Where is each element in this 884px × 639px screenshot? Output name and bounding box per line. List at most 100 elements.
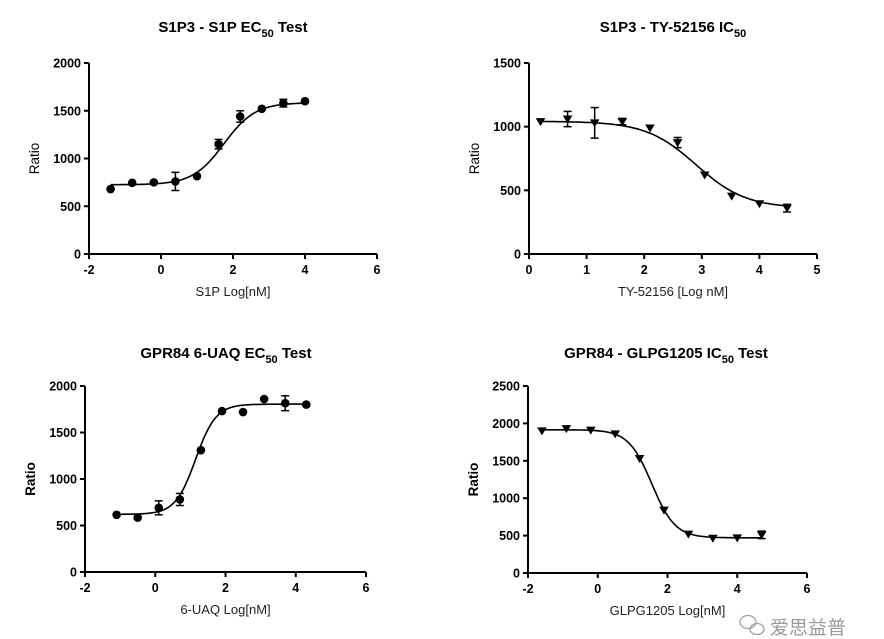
y-tick-label: 1000 — [49, 473, 77, 487]
data-point — [699, 171, 710, 180]
x-tick-label: 3 — [698, 263, 705, 277]
y-tick-label: 2000 — [53, 57, 81, 71]
y-tick-label: 0 — [513, 567, 520, 581]
data-point — [133, 513, 142, 522]
watermark-text: 爱思益普 — [770, 617, 846, 639]
y-tick-label: 0 — [70, 566, 77, 580]
y-tick-label: 2500 — [492, 380, 520, 394]
x-axis-label: TY-52156 [Log nM] — [618, 284, 728, 299]
chart-title: S1P3 - TY-52156 IC50 — [600, 19, 747, 40]
data-point — [537, 427, 547, 436]
x-tick-label: -2 — [522, 582, 533, 596]
y-tick-label: 2000 — [49, 380, 77, 394]
x-tick-label: 0 — [158, 263, 165, 277]
title-text: GPR84 6-UAQ EC — [140, 345, 265, 362]
data-point — [561, 425, 572, 434]
data-point — [171, 177, 180, 186]
data-point — [154, 503, 164, 513]
title-subscript: 50 — [261, 28, 273, 40]
x-tick-label: 2 — [230, 263, 237, 277]
y-tick-label: 500 — [499, 529, 520, 543]
data-point — [279, 98, 288, 108]
y-tick-label: 1500 — [493, 57, 521, 71]
data-point — [782, 204, 792, 213]
y-tick-label: 1000 — [492, 492, 520, 506]
x-tick-label: 5 — [814, 263, 821, 277]
x-axis-label: GLPG1205 Log[nM] — [610, 603, 726, 618]
fit-curve — [540, 120, 788, 207]
x-tick-label: 6 — [363, 581, 370, 595]
title-suffix: Test — [274, 19, 308, 36]
title-suffix: Test — [278, 345, 312, 362]
data-point — [562, 115, 573, 124]
data-point — [300, 96, 310, 106]
y-tick-label: 0 — [74, 248, 81, 262]
x-tick-label: 4 — [302, 263, 309, 277]
data-point — [259, 394, 269, 404]
data-point — [214, 139, 223, 149]
title-text: GPR84 - GLPG1205 IC — [564, 345, 722, 362]
x-tick-label: -2 — [79, 581, 90, 595]
x-tick-label: 0 — [152, 581, 159, 595]
x-tick-label: 4 — [292, 581, 299, 595]
chart-panel-3: GPR84 6-UAQ EC50 Test-2 0 2 4 60500100015002… — [23, 345, 370, 617]
chart-panel-1: S1P3 - S1P EC50 Test-2 0 2 4 605001000150020… — [27, 19, 381, 299]
y-axis-label: Ratio — [27, 143, 42, 175]
x-tick-label: -2 — [83, 263, 94, 277]
wechat-icon — [739, 614, 765, 636]
data-point — [659, 506, 669, 515]
y-axis-label: Ratio — [23, 462, 38, 496]
watermark: 爱思益普 — [739, 614, 846, 639]
x-tick-label: 4 — [734, 582, 741, 596]
data-point — [257, 104, 267, 114]
x-tick-label: 2 — [222, 581, 229, 595]
fit-curve — [110, 102, 305, 186]
y-tick-label: 1000 — [493, 120, 521, 134]
data-point — [175, 495, 185, 504]
data-point — [610, 430, 620, 439]
data-point — [301, 400, 311, 409]
title-suffix: Test — [734, 345, 768, 362]
x-axis-label: 6-UAQ Log[nM] — [180, 602, 270, 617]
data-point — [235, 112, 245, 121]
data-point — [672, 139, 683, 148]
y-tick-label: 1500 — [53, 104, 81, 118]
data-point — [708, 534, 718, 543]
fit-curve — [542, 429, 762, 539]
y-tick-label: 2000 — [492, 417, 520, 431]
chart-title: S1P3 - S1P EC50 Test — [158, 19, 307, 40]
chart-panel-4: GPR84 - GLPG1205 IC50 Test-2 0 2 4 605001000… — [466, 345, 811, 618]
x-tick-label: 0 — [594, 582, 601, 596]
data-point — [754, 200, 765, 209]
data-point — [280, 398, 290, 408]
chart-title: GPR84 6-UAQ EC50 Test — [140, 345, 311, 366]
data-point — [732, 534, 743, 543]
data-point — [196, 445, 206, 455]
data-point — [726, 192, 737, 201]
data-point — [149, 178, 159, 187]
x-axis-label: S1P Log[nM] — [196, 284, 271, 299]
data-point — [238, 407, 248, 417]
x-tick-label: 0 — [526, 263, 533, 277]
data-point — [106, 184, 115, 194]
y-tick-label: 1500 — [49, 426, 77, 440]
data-point — [617, 118, 628, 127]
title-subscript: 50 — [265, 354, 277, 366]
data-point — [217, 406, 227, 416]
y-axis-label: Ratio — [467, 143, 482, 175]
data-point — [683, 530, 694, 539]
fit-curve — [116, 403, 307, 516]
chart-title: GPR84 - GLPG1205 IC50 Test — [564, 345, 768, 366]
y-tick-label: 500 — [60, 200, 81, 214]
data-point — [535, 118, 546, 127]
data-point — [112, 510, 121, 520]
x-tick-label: 2 — [664, 582, 671, 596]
y-tick-label: 500 — [56, 519, 77, 533]
y-axis-label: Ratio — [466, 463, 481, 497]
data-point — [127, 178, 137, 188]
title-subscript: 50 — [722, 354, 734, 366]
x-tick-label: 6 — [804, 582, 811, 596]
data-point — [589, 119, 600, 128]
data-point — [192, 171, 202, 181]
